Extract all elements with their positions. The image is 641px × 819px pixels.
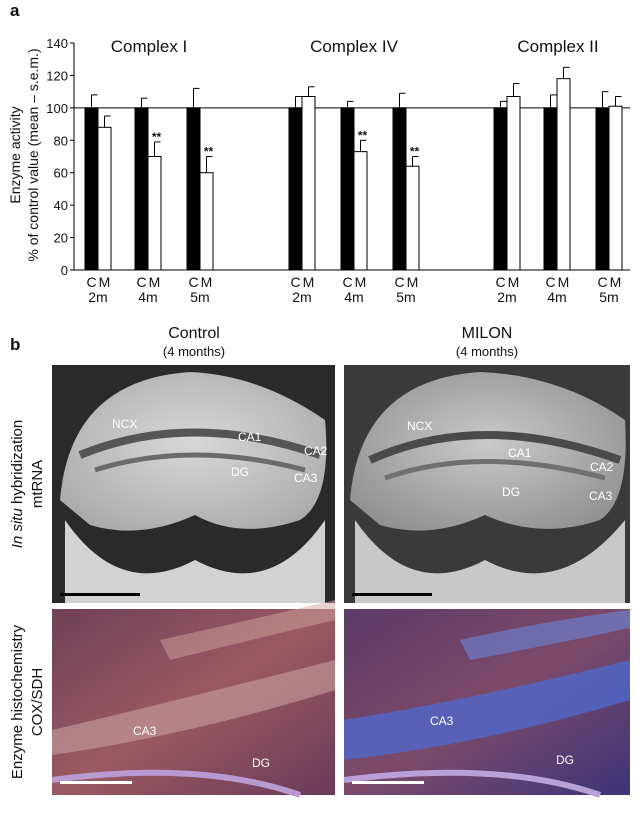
image-label: DG xyxy=(556,753,574,767)
series-label: C xyxy=(188,274,198,290)
bar xyxy=(340,107,355,271)
column-title: MILON xyxy=(462,325,513,342)
column-title: Control xyxy=(168,325,220,342)
x-tick-label: 2m xyxy=(292,289,311,305)
image-label: CA2 xyxy=(590,460,614,474)
bar xyxy=(199,172,214,271)
y-tick-label: 120 xyxy=(46,68,68,83)
series-label: C xyxy=(495,274,505,290)
bar xyxy=(353,151,368,271)
panel-label: b xyxy=(10,335,20,354)
series-label: M xyxy=(407,274,419,290)
group-label: Complex I xyxy=(111,37,188,56)
image-cox-control xyxy=(51,600,335,798)
x-tick-label: 5m xyxy=(599,289,618,305)
y-tick-label: 60 xyxy=(54,166,68,181)
bar xyxy=(288,107,303,271)
bar xyxy=(506,96,521,271)
bar xyxy=(186,107,201,271)
series-label: M xyxy=(508,274,520,290)
image-label: CA3 xyxy=(430,714,454,728)
series-label: M xyxy=(99,274,111,290)
x-tick-label: 5m xyxy=(396,289,415,305)
bar xyxy=(301,96,316,271)
y-axis-label: % of control value (mean – s.e.m.) xyxy=(25,48,41,261)
row-label-part: In situ xyxy=(9,508,26,549)
bar xyxy=(405,165,420,271)
x-tick-label: 2m xyxy=(88,289,107,305)
image-label: DG xyxy=(252,756,270,770)
series-label: C xyxy=(136,274,146,290)
group-label: Complex II xyxy=(517,37,598,56)
series-label: M xyxy=(610,274,622,290)
image-ish-milon xyxy=(344,365,630,603)
y-tick-label: 140 xyxy=(46,36,68,51)
series-label: C xyxy=(342,274,352,290)
significance: ** xyxy=(152,130,162,144)
image-label: CA3 xyxy=(133,724,157,738)
image-label: CA3 xyxy=(294,471,318,485)
y-axis-label: Enzyme activity xyxy=(7,106,23,203)
bar xyxy=(543,107,558,271)
row-label-part: Enzyme histochemistry xyxy=(9,624,26,779)
bar xyxy=(97,126,112,271)
column-subtitle: (4 months) xyxy=(456,344,518,359)
y-tick-label: 20 xyxy=(54,231,68,246)
series-label: M xyxy=(149,274,161,290)
series-label: M xyxy=(558,274,570,290)
group-label: Complex IV xyxy=(310,37,399,56)
panel-label: a xyxy=(10,1,20,20)
bar xyxy=(134,107,149,271)
row-label: In situ hybridization xyxy=(9,420,26,548)
image-label: DG xyxy=(231,465,249,479)
y-tick-label: 80 xyxy=(54,133,68,148)
x-tick-label: 4m xyxy=(547,289,566,305)
x-tick-label: 5m xyxy=(190,289,209,305)
bar xyxy=(556,78,571,271)
significance: ** xyxy=(204,145,214,159)
image-label: CA2 xyxy=(304,444,328,458)
image-label: CA1 xyxy=(238,430,262,444)
row-sublabel: mtRNA xyxy=(29,460,46,508)
y-tick-label: 0 xyxy=(61,263,68,278)
series-label: C xyxy=(545,274,555,290)
image-label: DG xyxy=(502,485,520,499)
x-tick-label: 2m xyxy=(497,289,516,305)
series-label: C xyxy=(597,274,607,290)
bar xyxy=(595,107,610,271)
series-label: C xyxy=(86,274,96,290)
column-subtitle: (4 months) xyxy=(163,344,225,359)
series-label: M xyxy=(303,274,315,290)
series-label: C xyxy=(394,274,404,290)
row-sublabel: COX/SDH xyxy=(29,668,46,736)
bar xyxy=(147,156,162,271)
series-label: M xyxy=(355,274,367,290)
x-tick-label: 4m xyxy=(344,289,363,305)
row-label-part: hybridization xyxy=(9,420,26,508)
bar xyxy=(608,105,623,271)
series-label: M xyxy=(201,274,213,290)
bar xyxy=(493,107,508,271)
y-tick-label: 40 xyxy=(54,198,68,213)
series-label: C xyxy=(290,274,300,290)
image-label: NCX xyxy=(112,417,137,431)
image-label: CA1 xyxy=(508,446,532,460)
y-tick-label: 100 xyxy=(46,101,68,116)
bar xyxy=(392,107,407,271)
image-label: NCX xyxy=(407,419,432,433)
image-cox-milon xyxy=(343,609,630,798)
bar xyxy=(84,107,99,271)
x-tick-label: 4m xyxy=(138,289,157,305)
significance: ** xyxy=(410,145,420,159)
row-label: Enzyme histochemistry xyxy=(9,624,26,779)
image-label: CA3 xyxy=(589,489,613,503)
significance: ** xyxy=(358,128,368,142)
image-ish-control xyxy=(52,365,335,603)
